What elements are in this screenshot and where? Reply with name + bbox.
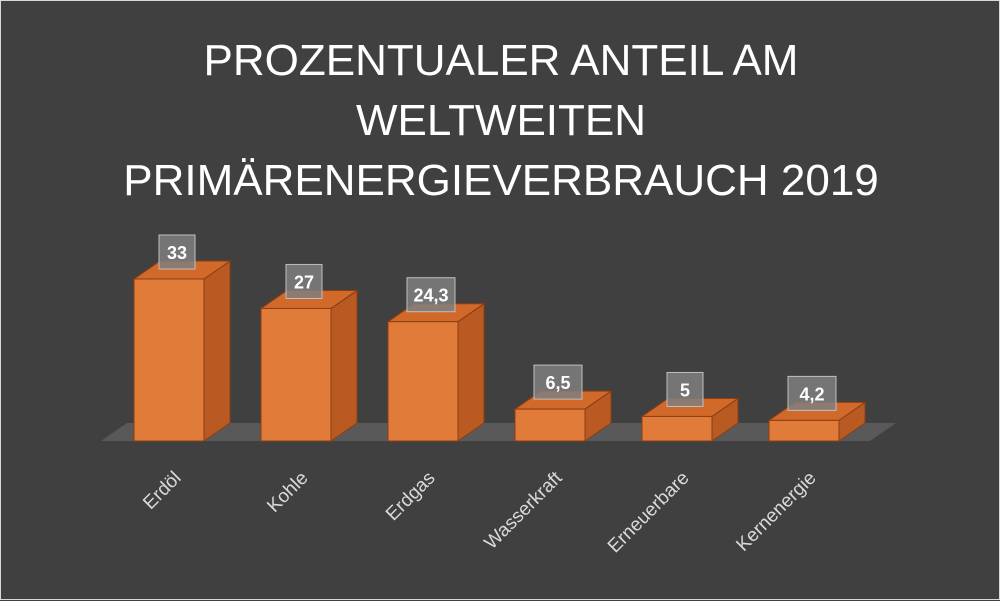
data-label: 6,5 — [545, 373, 570, 393]
data-label: 27 — [294, 272, 314, 292]
x-tick-label: Erneuerbare — [604, 468, 694, 558]
chart-title-line-1: PROZENTUALER ANTEIL AM — [203, 36, 799, 85]
bar-side — [457, 302, 485, 442]
data-label: 4,2 — [799, 384, 824, 404]
data-label: 33 — [167, 243, 187, 263]
data-label-box — [533, 364, 583, 400]
data-label-box — [666, 371, 704, 407]
x-tick-label: Erdgas — [382, 468, 439, 525]
data-label: 5 — [680, 380, 690, 400]
chart-title-line-3: PRIMÄRENERGIEVERBRAUCH 2019 — [123, 156, 879, 205]
data-label-box — [787, 375, 837, 411]
data-label: 24,3 — [413, 286, 448, 306]
x-tick-label: Erdöl — [139, 468, 185, 514]
data-label-box — [158, 234, 196, 270]
bar — [768, 419, 840, 442]
bar-side — [330, 289, 358, 442]
bar — [260, 307, 332, 442]
x-tick-label: Kohle — [263, 468, 312, 517]
chart-title: PROZENTUALER ANTEIL AM WELTWEITEN PRIMÄR… — [101, 31, 901, 211]
bar — [133, 278, 205, 442]
x-tick-label: Kernenergie — [732, 468, 820, 556]
x-tick-label: Wasserkraft — [481, 467, 568, 554]
bar — [514, 408, 586, 442]
chart-title-line-2: WELTWEITEN — [355, 96, 647, 145]
bar-side — [203, 260, 231, 442]
data-label-box — [406, 277, 456, 313]
bar — [387, 321, 459, 442]
data-label-box — [285, 263, 323, 299]
bar — [641, 415, 713, 442]
